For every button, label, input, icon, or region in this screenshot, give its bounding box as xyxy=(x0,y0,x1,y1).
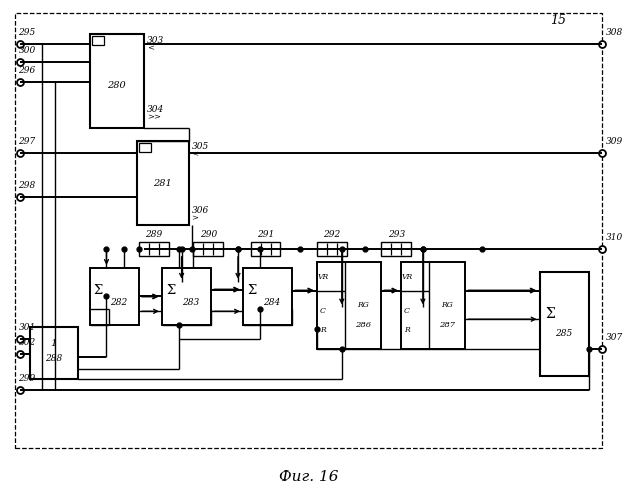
Text: 284: 284 xyxy=(263,298,280,307)
Bar xyxy=(92,36,104,46)
Text: 301: 301 xyxy=(19,323,36,332)
Text: RG: RG xyxy=(357,302,369,310)
Text: 293: 293 xyxy=(388,230,405,239)
Text: 310: 310 xyxy=(606,233,623,242)
Text: 304: 304 xyxy=(147,105,164,114)
Text: <: < xyxy=(191,150,199,158)
Bar xyxy=(14,12,602,448)
Text: 280: 280 xyxy=(107,82,126,90)
Text: 1: 1 xyxy=(51,340,58,348)
Bar xyxy=(251,242,281,256)
Text: 306: 306 xyxy=(191,206,209,215)
Bar xyxy=(317,262,381,349)
Text: 287: 287 xyxy=(439,320,456,328)
Text: Σ: Σ xyxy=(94,284,103,297)
Text: 303: 303 xyxy=(147,36,164,45)
Bar xyxy=(162,268,211,325)
Text: >: > xyxy=(191,214,199,222)
Text: 295: 295 xyxy=(19,28,36,38)
Text: 290: 290 xyxy=(200,230,217,239)
Text: 285: 285 xyxy=(554,329,572,338)
Text: 292: 292 xyxy=(323,230,341,239)
Text: 307: 307 xyxy=(606,333,623,342)
Text: 300: 300 xyxy=(19,46,36,55)
Bar xyxy=(539,272,589,376)
Bar xyxy=(139,143,151,152)
Text: <: < xyxy=(147,44,154,52)
Bar xyxy=(31,327,78,378)
Text: 296: 296 xyxy=(19,66,36,75)
Text: Σ: Σ xyxy=(166,284,176,297)
Text: 288: 288 xyxy=(46,354,63,364)
Text: 282: 282 xyxy=(110,298,127,307)
Text: 297: 297 xyxy=(19,137,36,146)
Text: 291: 291 xyxy=(257,230,274,239)
Bar xyxy=(137,141,189,226)
Text: Σ: Σ xyxy=(546,307,555,321)
Bar xyxy=(89,268,139,325)
Text: 305: 305 xyxy=(191,142,209,150)
Bar xyxy=(89,34,144,128)
Bar xyxy=(401,262,466,349)
Bar xyxy=(381,242,411,256)
Text: >>: >> xyxy=(147,114,161,122)
Text: 299: 299 xyxy=(19,374,36,384)
Text: 309: 309 xyxy=(606,137,623,146)
Text: Σ: Σ xyxy=(248,284,256,297)
Text: 302: 302 xyxy=(19,338,36,347)
Bar xyxy=(194,242,223,256)
Text: R: R xyxy=(404,326,410,334)
Bar xyxy=(243,268,292,325)
Text: 298: 298 xyxy=(19,180,36,190)
Text: Фиг. 16: Фиг. 16 xyxy=(279,470,339,484)
Text: 289: 289 xyxy=(146,230,162,239)
Text: RG: RG xyxy=(441,302,452,310)
Text: 308: 308 xyxy=(606,28,623,38)
Text: 15: 15 xyxy=(551,14,566,27)
Bar xyxy=(139,242,169,256)
Text: 283: 283 xyxy=(182,298,199,307)
Text: C: C xyxy=(320,306,326,314)
Text: VR: VR xyxy=(318,272,329,280)
Text: R: R xyxy=(320,326,326,334)
Text: C: C xyxy=(404,306,410,314)
Text: 281: 281 xyxy=(154,180,173,188)
Text: 286: 286 xyxy=(356,320,372,328)
Bar xyxy=(317,242,347,256)
Text: VR: VR xyxy=(401,272,412,280)
